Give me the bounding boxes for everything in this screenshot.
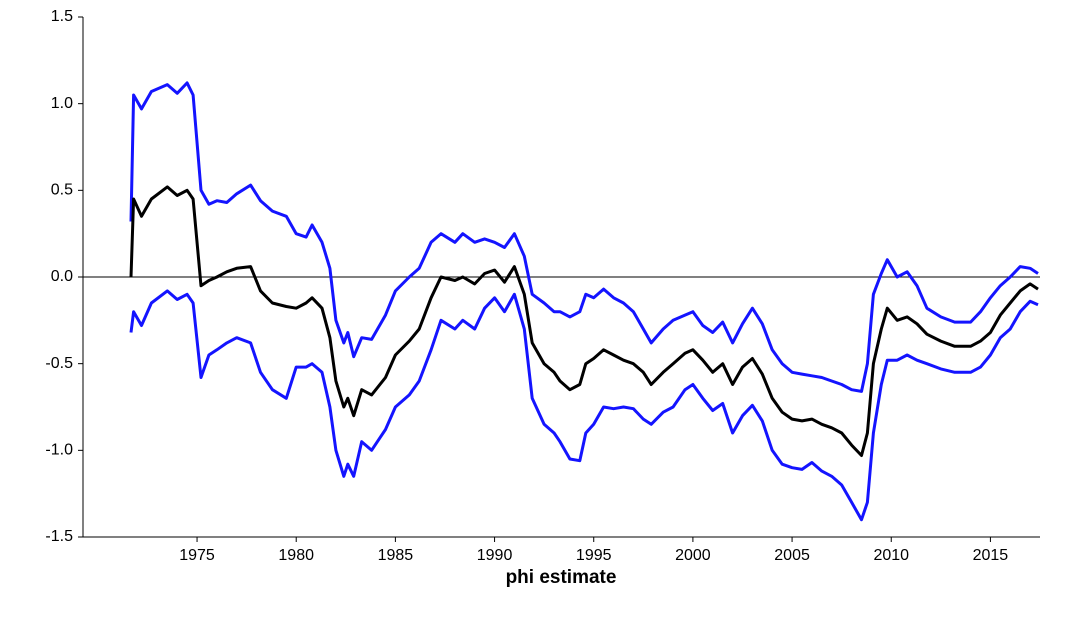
y-tick-label: -1.5 — [45, 528, 73, 545]
x-tick-label: 1980 — [278, 547, 314, 564]
x-tick-label: 1985 — [378, 547, 414, 564]
x-tick-label: 1990 — [477, 547, 513, 564]
y-tick-label: 1.0 — [51, 95, 73, 112]
y-tick-label: 0.5 — [51, 182, 73, 199]
y-tick-label: -1.0 — [45, 442, 73, 459]
series-line — [129, 185, 1039, 457]
y-tick-label: -0.5 — [45, 355, 73, 372]
x-tick-label: 1975 — [179, 547, 215, 564]
y-tick-label: 0.0 — [51, 268, 73, 285]
series-line — [129, 81, 1039, 393]
x-tick-label: 2005 — [774, 547, 810, 564]
series-line — [129, 289, 1039, 522]
x-tick-label: 1995 — [576, 547, 612, 564]
x-tick-label: 2015 — [973, 547, 1009, 564]
x-tick-label: 2000 — [675, 547, 711, 564]
x-tick-label: 2010 — [873, 547, 909, 564]
x-axis-title: phi estimate — [506, 567, 617, 588]
y-tick-label: 1.5 — [51, 8, 73, 25]
